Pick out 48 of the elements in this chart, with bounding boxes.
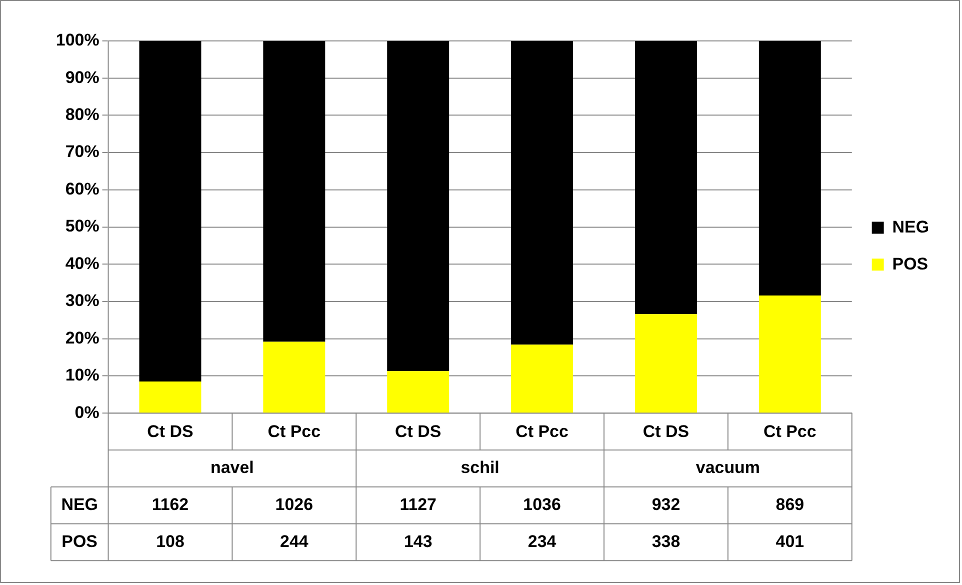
legend-label: POS [892, 254, 928, 274]
x-tick-label: Ct Pcc [764, 422, 816, 441]
y-tick-label: 10% [65, 366, 100, 385]
y-tick-label: 90% [65, 68, 100, 87]
bar [263, 40, 326, 342]
bar [387, 40, 450, 372]
bar [387, 371, 450, 413]
y-tick-label: 40% [65, 254, 100, 273]
text: 1026 [275, 495, 314, 514]
bar [634, 40, 697, 314]
bar [139, 40, 202, 382]
text: 869 [776, 495, 804, 514]
bar [758, 296, 821, 413]
bar [511, 344, 574, 413]
x-tick-label: Ct DS [147, 422, 194, 441]
x-tick-label: Ct Pcc [516, 422, 568, 441]
text: 143 [404, 532, 432, 551]
text: 401 [776, 532, 804, 551]
y-tick-label: 60% [65, 179, 100, 198]
bar [758, 40, 821, 296]
text: vacuum [696, 458, 760, 478]
text: schil [460, 458, 500, 478]
legend-label: NEG [892, 217, 930, 236]
text: 108 [156, 532, 184, 551]
bar [263, 342, 326, 413]
y-tick-label: 0% [74, 402, 100, 422]
text: 1127 [400, 495, 436, 514]
x-tick-label: Ct DS [642, 422, 690, 441]
y-tick-label: 30% [65, 291, 100, 310]
y-tick-label: 80% [65, 105, 100, 124]
text: 932 [652, 495, 680, 514]
bar [634, 314, 697, 413]
y-tick-label: 20% [65, 328, 100, 348]
text: 1162 [152, 495, 189, 514]
y-tick-label: 70% [65, 142, 100, 162]
x-tick-label: Ct DS [395, 422, 442, 441]
bar [511, 40, 574, 345]
text: NEG [61, 495, 98, 514]
text: 234 [528, 532, 557, 551]
text: navel [210, 458, 254, 478]
y-tick-label: 100% [56, 30, 100, 50]
text: 244 [280, 532, 309, 551]
x-tick-label: Ct Pcc [268, 422, 321, 441]
text: POS [62, 532, 98, 551]
bar [139, 382, 202, 413]
text: 338 [652, 532, 680, 551]
y-tick-label: 50% [65, 216, 100, 236]
text: 1036 [523, 495, 561, 514]
